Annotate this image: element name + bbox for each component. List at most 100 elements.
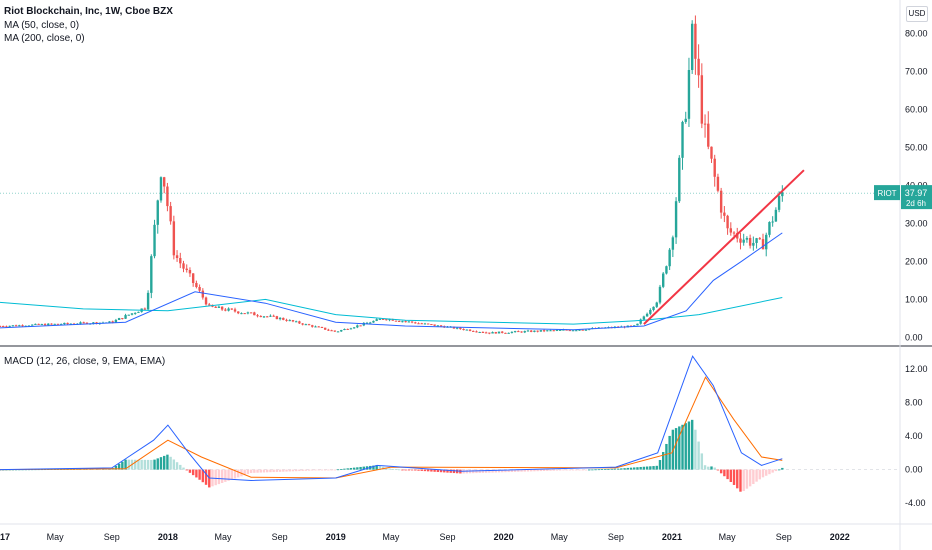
price-candle xyxy=(159,177,163,201)
price-candle xyxy=(426,323,430,325)
price-candle xyxy=(558,329,562,331)
price-candle xyxy=(517,331,520,333)
currency-button[interactable]: USD xyxy=(906,6,928,22)
price-candle xyxy=(285,319,288,321)
macd-histogram-bar xyxy=(433,469,436,472)
price-candle xyxy=(40,324,44,326)
price-candle xyxy=(700,75,704,124)
macd-histogram-bar xyxy=(359,466,362,470)
price-candle xyxy=(398,320,401,322)
macd-histogram-bar xyxy=(227,469,230,481)
price-candle xyxy=(8,325,11,327)
macd-histogram-bar xyxy=(214,469,217,486)
price-candle xyxy=(703,123,707,125)
price-pane[interactable] xyxy=(0,15,900,335)
price-candle xyxy=(143,308,147,310)
macd-histogram-bar xyxy=(343,468,346,470)
macd-pane[interactable] xyxy=(0,355,900,492)
price-candle xyxy=(21,325,24,327)
macd-histogram-bar xyxy=(707,466,710,470)
time-axis-label-12: 2021 xyxy=(662,532,682,542)
macd-histogram-bar xyxy=(269,469,272,473)
price-candle xyxy=(121,318,124,320)
price-candle xyxy=(307,324,311,326)
price-candle xyxy=(710,146,713,159)
time-axis-label-2: Sep xyxy=(104,532,120,542)
macd-histogram-bar xyxy=(565,469,568,471)
macd-histogram-bar xyxy=(494,469,497,473)
macd-histogram-bar xyxy=(262,469,266,473)
price-axis-tick-7: 10.00 xyxy=(905,294,928,304)
macd-histogram-bar xyxy=(127,459,130,470)
price-candle xyxy=(777,196,781,210)
macd-histogram-bar xyxy=(407,469,411,471)
macd-histogram-bar xyxy=(652,466,655,470)
price-candle xyxy=(665,266,668,274)
price-candle xyxy=(278,317,282,320)
macd-histogram-bar xyxy=(668,435,671,470)
macd-histogram-bar xyxy=(748,469,752,487)
time-axis-label-7: May xyxy=(382,532,400,542)
macd-histogram-bar xyxy=(446,469,449,473)
macd-histogram-bar xyxy=(146,459,150,470)
price-candle xyxy=(53,323,56,325)
price-axis-tick-6: 20.00 xyxy=(905,256,928,266)
macd-histogram-bar xyxy=(484,469,488,473)
macd-histogram-bar xyxy=(649,466,652,470)
price-candle xyxy=(736,233,739,239)
macd-histogram-bar xyxy=(558,469,562,471)
macd-histogram-bar xyxy=(681,424,684,470)
price-candle xyxy=(713,158,716,177)
macd-histogram-bar xyxy=(169,456,172,470)
price-candle xyxy=(410,321,414,323)
price-candle xyxy=(2,326,5,328)
price-candle xyxy=(291,320,295,322)
price-candle xyxy=(82,322,85,324)
macd-histogram-bar xyxy=(765,469,768,476)
price-candle xyxy=(488,332,491,334)
macd-histogram-bar xyxy=(655,465,658,470)
price-candle xyxy=(649,309,652,314)
price-candle xyxy=(30,324,34,326)
macd-legend[interactable]: MACD (12, 26, close, 9, EMA, EMA) xyxy=(4,356,166,367)
macd-histogram-bar xyxy=(249,469,253,473)
price-candle xyxy=(726,215,729,229)
macd-histogram-bar xyxy=(365,466,369,470)
price-candle xyxy=(388,319,391,321)
time-axis-label-13: May xyxy=(719,532,737,542)
chart-title[interactable]: Riot Blockchain, Inc, 1W, Cboe BZX xyxy=(4,6,173,17)
price-candle xyxy=(227,308,230,311)
price-candle xyxy=(748,237,752,246)
price-candle xyxy=(739,238,742,243)
macd-histogram-bar xyxy=(208,469,211,488)
ma200-legend[interactable]: MA (200, close, 0) xyxy=(4,33,85,44)
price-candle xyxy=(433,324,436,326)
macd-histogram-bar xyxy=(278,469,282,472)
price-candle xyxy=(629,325,633,327)
price-candle xyxy=(237,311,240,314)
time-axis-label-11: Sep xyxy=(608,532,624,542)
price-candle xyxy=(578,329,581,331)
price-candle xyxy=(333,330,337,332)
macd-histogram-bar xyxy=(700,453,704,470)
price-candle xyxy=(63,322,66,325)
macd-histogram-bar xyxy=(259,469,262,473)
macd-histogram-bar xyxy=(610,468,613,470)
price-candle xyxy=(346,328,349,330)
price-candle xyxy=(520,331,523,333)
price-candle xyxy=(462,329,465,331)
macd-axis-tick-2: 4.00 xyxy=(905,431,923,441)
macd-histogram-bar xyxy=(678,426,681,470)
price-candle xyxy=(533,330,536,332)
macd-histogram-bar xyxy=(575,469,578,471)
price-candle xyxy=(79,322,82,324)
price-candle xyxy=(156,200,159,225)
price-candle xyxy=(18,325,21,327)
price-candle xyxy=(217,306,221,308)
price-candle xyxy=(690,23,694,70)
price-candle xyxy=(401,321,404,323)
ma50-legend[interactable]: MA (50, close, 0) xyxy=(4,20,80,31)
price-candle xyxy=(27,325,31,327)
